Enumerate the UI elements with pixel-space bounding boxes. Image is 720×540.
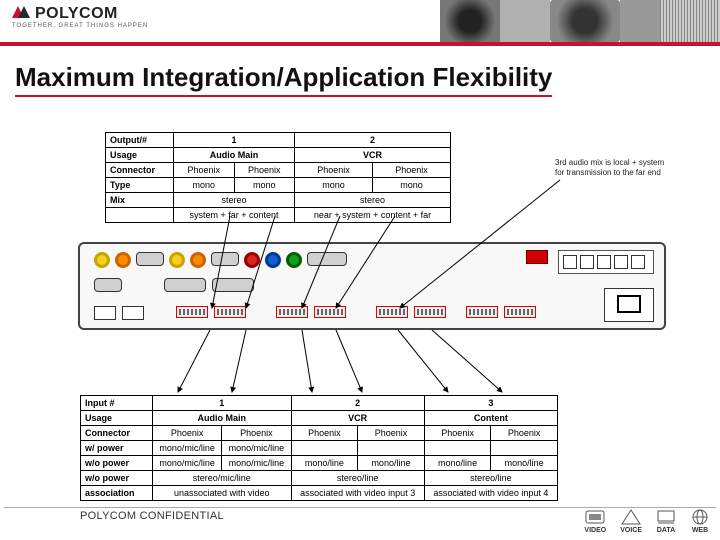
footer-icon-data: DATA <box>656 509 676 534</box>
table-cell: unassociated with video <box>153 486 292 501</box>
table-cell: mono/mic/line <box>153 456 222 471</box>
table-cell: associated with video input 4 <box>424 486 557 501</box>
table-cell: mono/mic/line <box>222 441 291 456</box>
table-cell: stereo/line <box>291 471 424 486</box>
table-cell <box>424 441 491 456</box>
table-cell: 3 <box>424 396 557 411</box>
footer-icon-video: VIDEO <box>584 509 606 534</box>
table-cell: Audio Main <box>153 411 292 426</box>
table-cell: Phoenix <box>153 426 222 441</box>
table-cell: mono/mic/line <box>153 441 222 456</box>
table-cell: stereo/mic/line <box>153 471 292 486</box>
table-cell: 1 <box>153 396 292 411</box>
table-row-label: Input # <box>81 396 153 411</box>
table-cell: mono/line <box>291 456 358 471</box>
table-cell: mono/mic/line <box>222 456 291 471</box>
table-cell: stereo/line <box>424 471 557 486</box>
table-cell: associated with video input 3 <box>291 486 424 501</box>
table-cell: Phoenix <box>222 426 291 441</box>
footer-icon-voice: VOICE <box>620 509 642 534</box>
table-cell: mono/line <box>358 456 425 471</box>
table-cell <box>358 441 425 456</box>
table-row-label: Usage <box>81 411 153 426</box>
footer-confidential: POLYCOM CONFIDENTIAL <box>80 510 224 522</box>
table-cell: mono/line <box>424 456 491 471</box>
footer: POLYCOM CONFIDENTIAL VIDEO VOICE DATA WE… <box>0 500 720 540</box>
table-cell: Phoenix <box>358 426 425 441</box>
table-row-label: w/ power <box>81 441 153 456</box>
table-row-label: w/o power <box>81 456 153 471</box>
table-cell: Phoenix <box>424 426 491 441</box>
input-table: Input #123 UsageAudio MainVCRContent Conne… <box>80 395 558 501</box>
table-row-label: Connector <box>81 426 153 441</box>
footer-icon-web: WEB <box>690 509 710 534</box>
table-cell: mono/line <box>491 456 558 471</box>
footer-icon-row: VIDEO VOICE DATA WEB <box>584 506 710 534</box>
table-cell: VCR <box>291 411 424 426</box>
table-cell: Phoenix <box>291 426 358 441</box>
table-row-label: association <box>81 486 153 501</box>
table-cell: Content <box>424 411 557 426</box>
table-row-label: w/o power <box>81 471 153 486</box>
table-cell: 2 <box>291 396 424 411</box>
table-cell <box>491 441 558 456</box>
table-cell: Phoenix <box>491 426 558 441</box>
table-cell <box>291 441 358 456</box>
